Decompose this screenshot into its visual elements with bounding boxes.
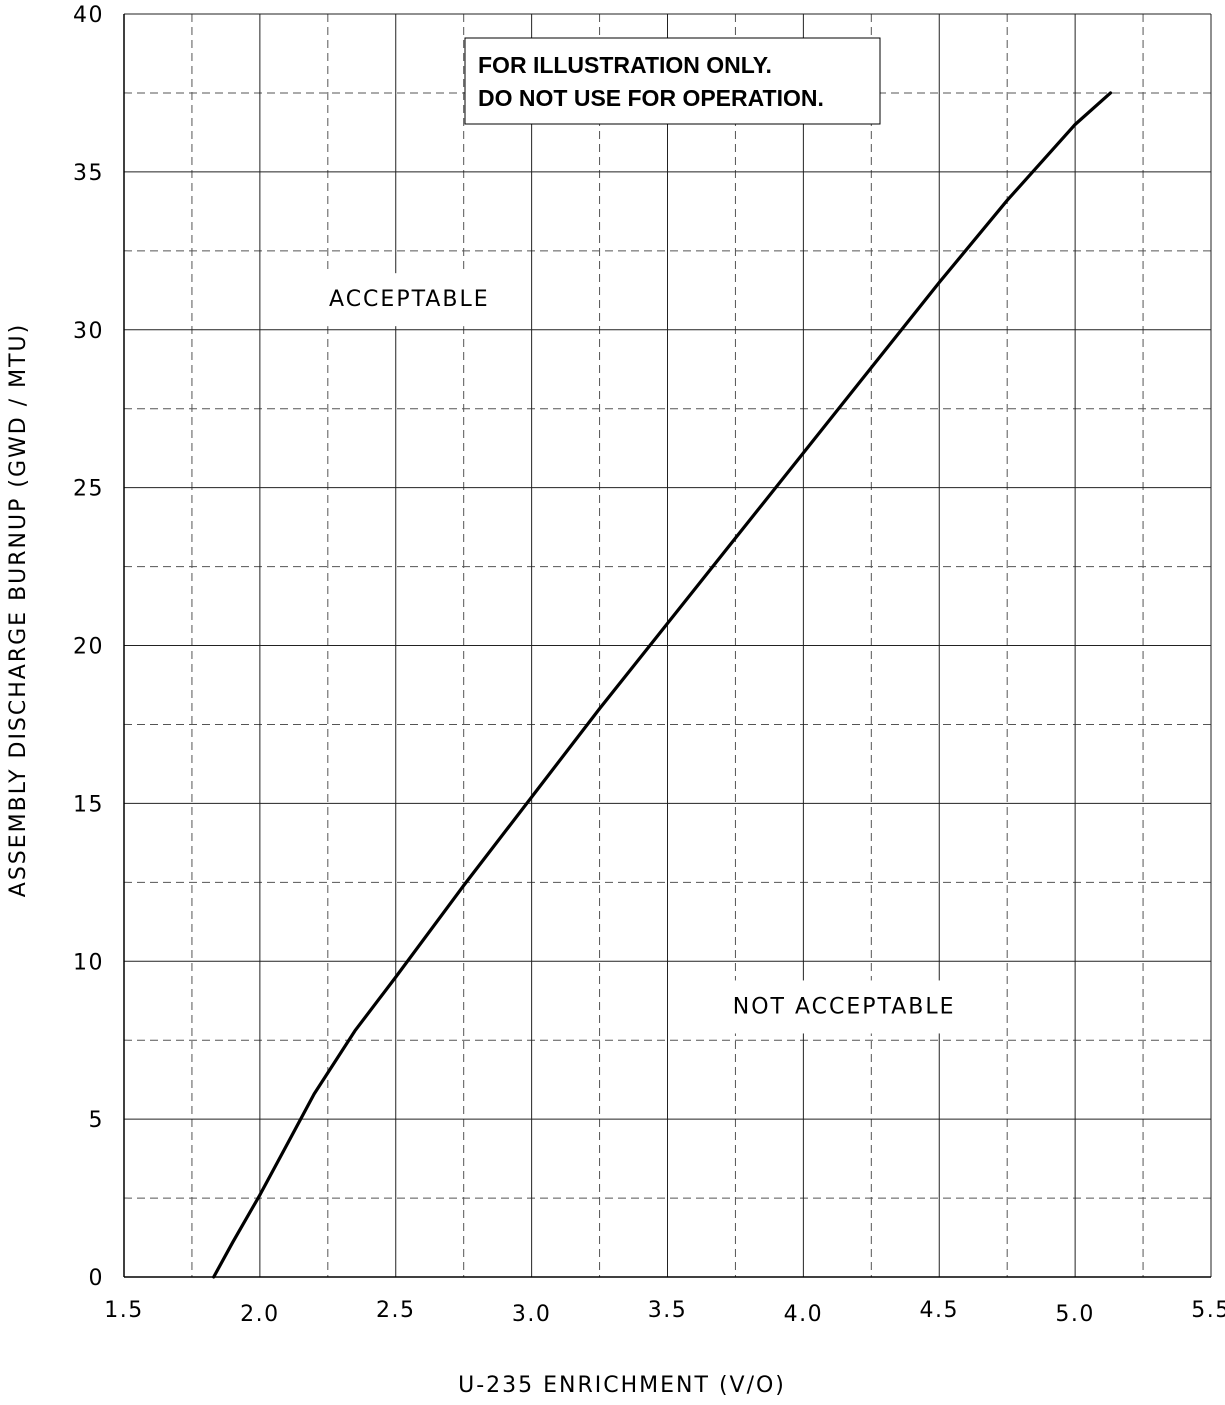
- x-tick-label: 3.0: [512, 1302, 552, 1327]
- y-axis-title: ASSEMBLY DISCHARGE BURNUP (GWD / MTU): [6, 323, 31, 897]
- illustration-note: FOR ILLUSTRATION ONLY. DO NOT USE FOR OP…: [464, 37, 881, 125]
- x-tick-label: 4.5: [920, 1298, 960, 1323]
- y-tick-label: 5: [89, 1108, 105, 1133]
- y-tick-label: 10: [73, 950, 104, 975]
- series-layer: [212, 91, 1113, 1279]
- not-acceptable-region-label: NOT ACCEPTABLE: [733, 994, 956, 1019]
- note-border: [464, 37, 881, 125]
- x-tick-label: 5.0: [1055, 1302, 1095, 1327]
- series-line-0: [212, 91, 1113, 1279]
- x-tick-label: 2.0: [240, 1302, 280, 1327]
- x-tick-label: 5.5: [1191, 1298, 1225, 1323]
- major-gridlines: [123, 13, 1212, 1278]
- y-tick-label: 15: [73, 792, 104, 817]
- y-tick-label: 20: [73, 635, 104, 660]
- x-axis-title: U-235 ENRICHMENT (V/O): [458, 1373, 786, 1398]
- y-tick-label: 0: [89, 1266, 105, 1291]
- plot-frame: [123, 14, 1211, 1278]
- not-acceptable-label-background: [718, 980, 970, 1034]
- x-tick-label: 1.5: [104, 1298, 144, 1323]
- y-axis-tick-labels: 0 5 10 15 20 25 30 35 40: [73, 3, 105, 1291]
- note-line-2: DO NOT USE FOR OPERATION.: [478, 85, 824, 111]
- x-axis-tick-labels: 1.5 2.0 2.5 3.0 3.5 4.0 4.5 5.0 5.5: [104, 1298, 1225, 1327]
- x-tick-label: 4.0: [784, 1302, 824, 1327]
- acceptable-label-background: [315, 273, 504, 327]
- note-line-1: FOR ILLUSTRATION ONLY.: [478, 52, 772, 78]
- acceptable-region-label: ACCEPTABLE: [329, 287, 490, 312]
- y-tick-label: 35: [73, 161, 104, 186]
- x-tick-label: 2.5: [376, 1298, 416, 1323]
- x-tick-label: 3.5: [648, 1298, 688, 1323]
- region-labels: ACCEPTABLE NOT ACCEPTABLE: [315, 273, 970, 1034]
- y-tick-label: 40: [73, 3, 104, 28]
- y-tick-label: 30: [73, 319, 104, 344]
- y-tick-label: 25: [73, 477, 104, 502]
